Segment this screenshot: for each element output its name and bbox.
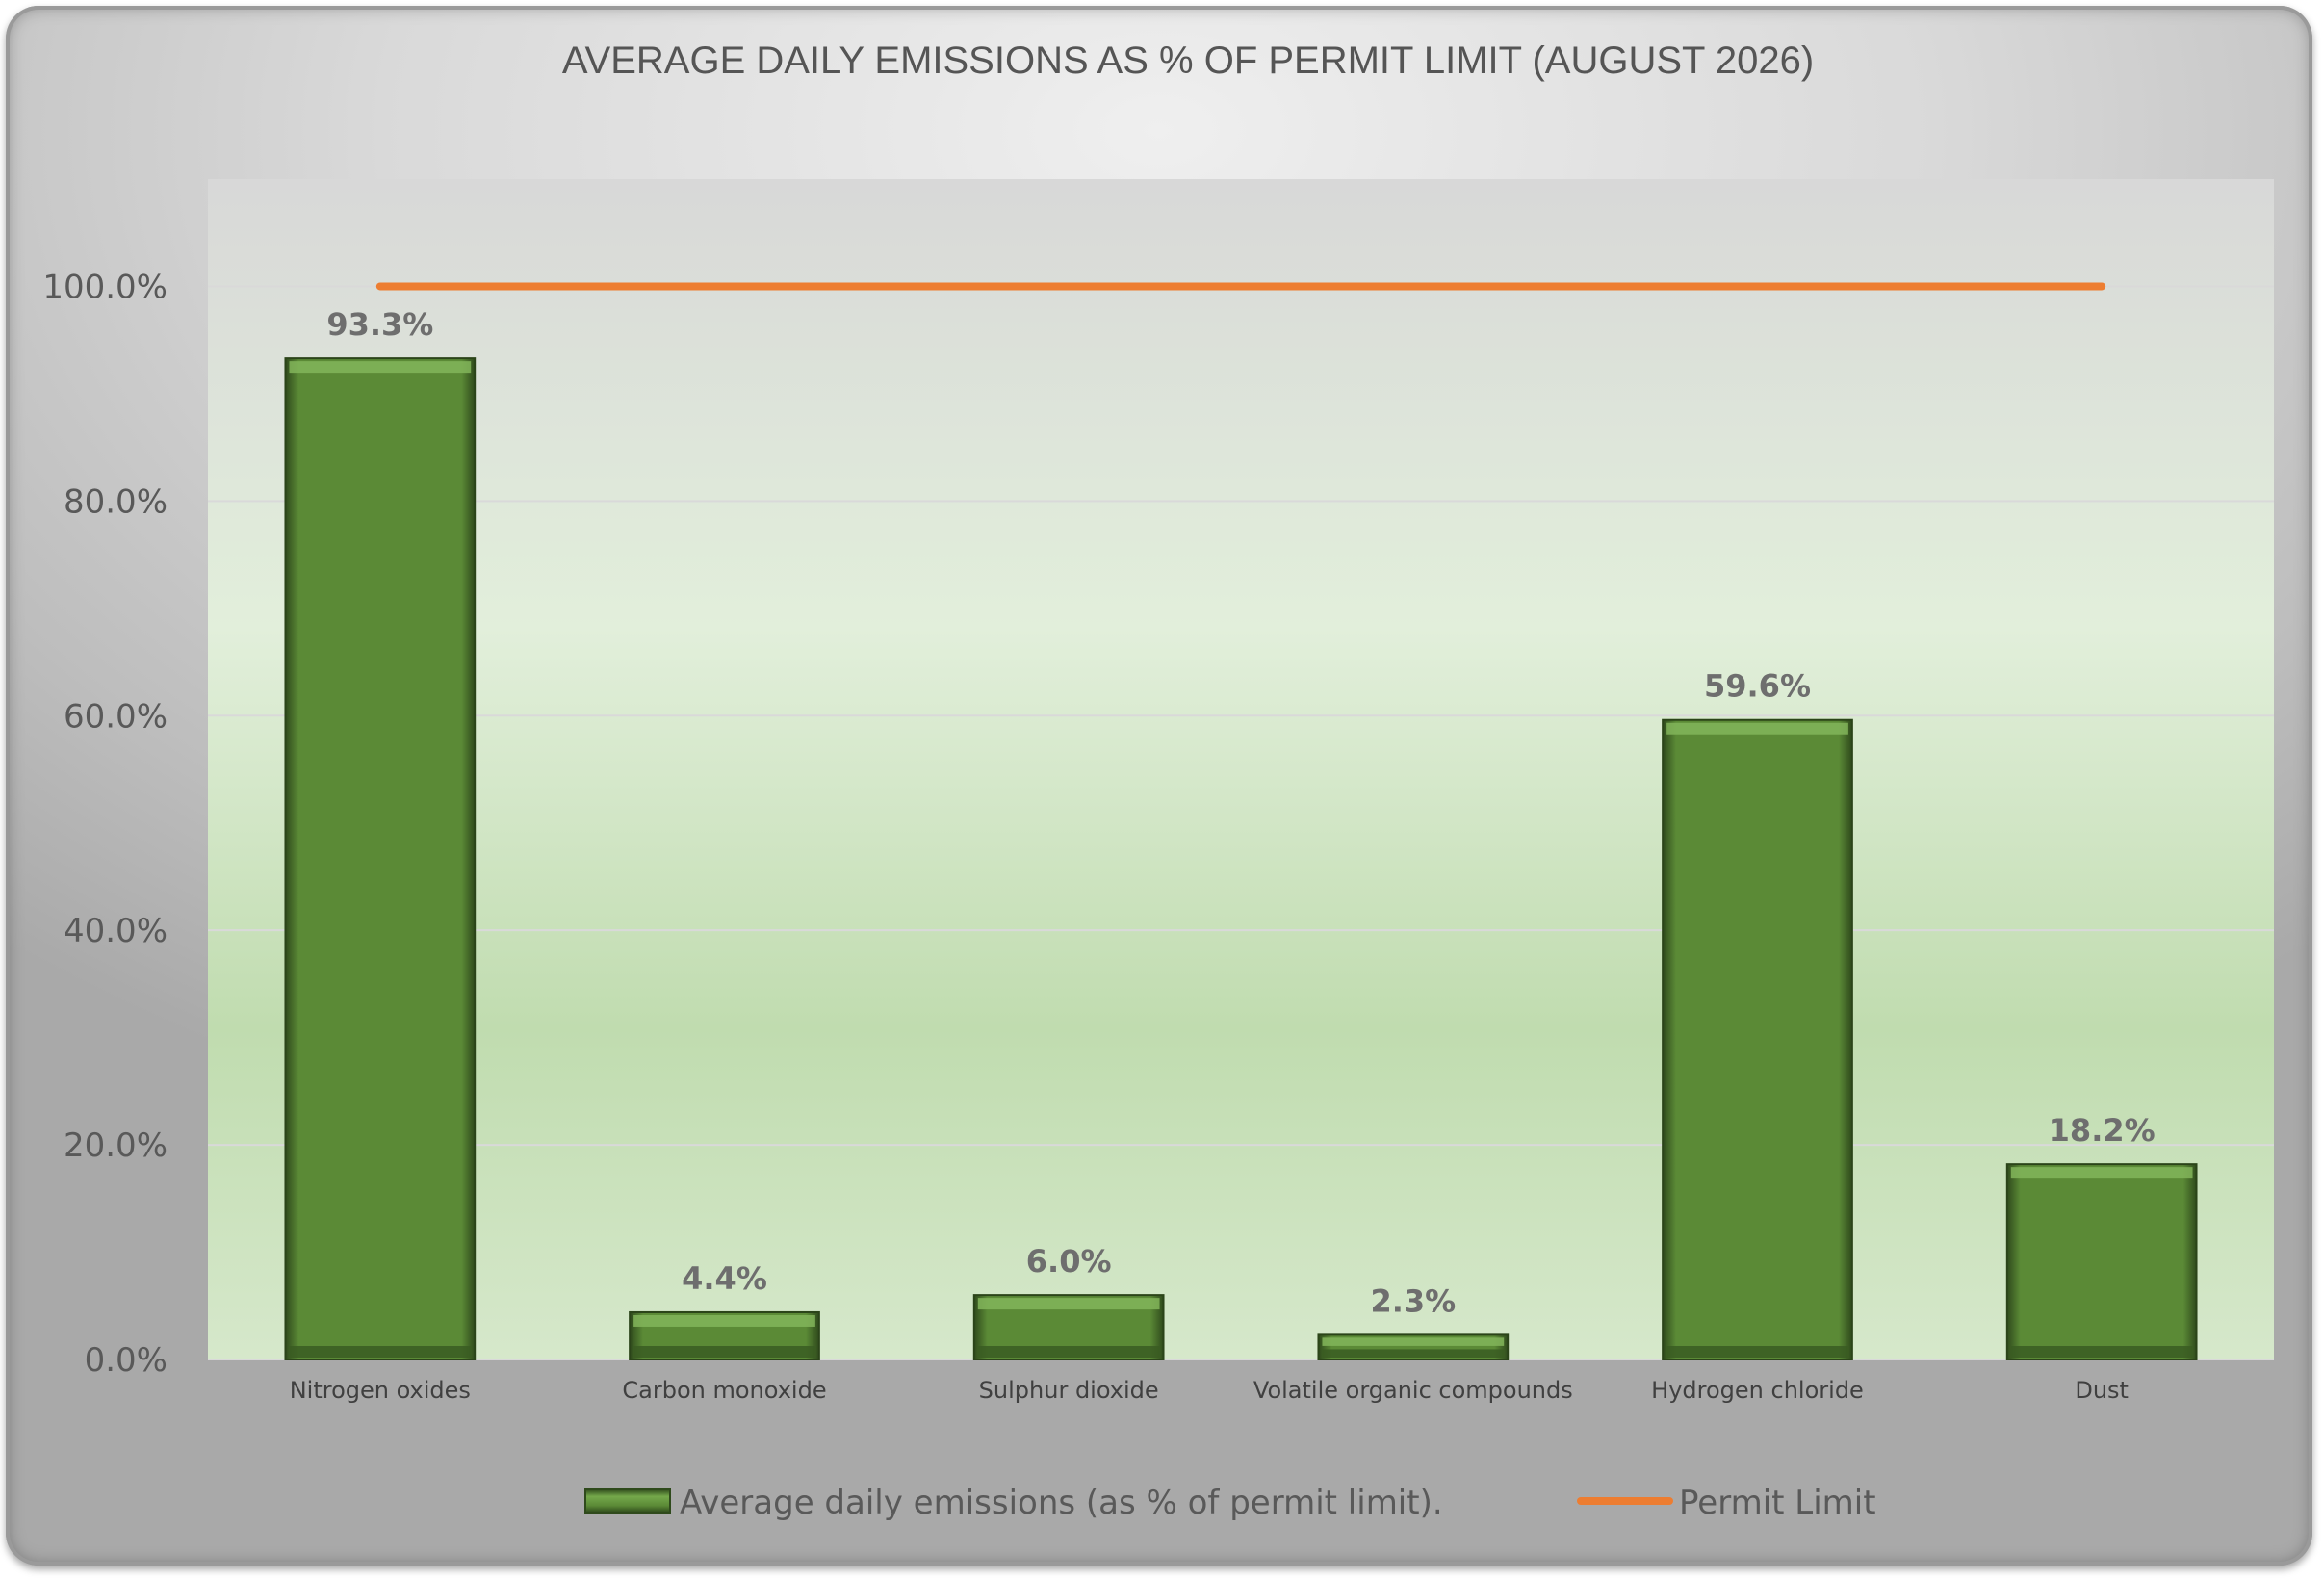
bar[interactable]: [1317, 1333, 1510, 1361]
bar[interactable]: [629, 1310, 820, 1360]
x-axis-ticks: Nitrogen oxides Carbon monoxide Sulphur di…: [290, 1377, 2129, 1404]
legend-item-line[interactable]: Permit Limit: [1577, 1484, 1876, 1522]
y-tick-label: 60.0%: [64, 697, 168, 736]
legend-line-label: Permit Limit: [1679, 1484, 1876, 1522]
chart: AVERAGE DAILY EMISSIONS AS % OF PERMIT L…: [42, 39, 2274, 1522]
bar-body: [2005, 1163, 2198, 1360]
y-tick-label: 20.0%: [64, 1126, 168, 1165]
bar-body: [1662, 718, 1853, 1360]
y-tick-label: 80.0%: [64, 482, 168, 521]
data-labels: 93.3% 4.4% 6.0% 2.3% 59.6% 18.2%: [326, 306, 2155, 1319]
legend-item-bars[interactable]: Average daily emissions (as % of permit …: [584, 1484, 1443, 1522]
bar-top-bevel: [633, 1314, 815, 1327]
bar-top-bevel: [289, 361, 472, 374]
data-label: 6.0%: [1026, 1243, 1112, 1280]
data-label: 2.3%: [1370, 1282, 1456, 1319]
chart-title: AVERAGE DAILY EMISSIONS AS % OF PERMIT L…: [562, 39, 1814, 82]
bar-top-bevel: [1666, 722, 1848, 735]
bar-top-bevel: [1322, 1337, 1505, 1346]
x-tick-label: Sulphur dioxide: [979, 1377, 1159, 1404]
data-label: 18.2%: [2049, 1112, 2156, 1149]
y-tick-label: 0.0%: [85, 1341, 168, 1380]
bar-bottom-bevel: [633, 1346, 815, 1358]
bars: [284, 357, 2198, 1361]
bar-body: [284, 357, 477, 1360]
bar-bottom-bevel: [289, 1346, 472, 1358]
x-tick-label: Hydrogen chloride: [1651, 1377, 1864, 1404]
plot-area: [208, 179, 2274, 1359]
y-tick-label: 40.0%: [64, 912, 168, 950]
bar-bottom-bevel: [1666, 1346, 1848, 1358]
x-tick-label: Dust: [2075, 1377, 2129, 1404]
x-tick-label: Volatile organic compounds: [1253, 1377, 1573, 1404]
x-tick-label: Nitrogen oxides: [290, 1377, 471, 1404]
data-label: 59.6%: [1704, 668, 1811, 705]
legend-bar-label: Average daily emissions (as % of permit …: [680, 1484, 1443, 1522]
legend: Average daily emissions (as % of permit …: [584, 1484, 1876, 1522]
x-tick-label: Carbon monoxide: [622, 1377, 826, 1404]
bar[interactable]: [972, 1294, 1165, 1361]
bar-bottom-bevel: [977, 1346, 1160, 1358]
data-label: 4.4%: [682, 1260, 767, 1297]
bar-bottom-bevel: [2010, 1346, 2193, 1358]
bar-top-bevel: [977, 1298, 1160, 1310]
bar-top-bevel: [2010, 1167, 2193, 1179]
bar[interactable]: [284, 357, 477, 1360]
bar[interactable]: [1662, 718, 1853, 1360]
bar-bottom-bevel: [1322, 1349, 1505, 1358]
legend-bar-swatch: [584, 1488, 671, 1514]
data-label: 93.3%: [326, 306, 433, 343]
y-tick-label: 100.0%: [42, 268, 168, 306]
bar[interactable]: [2005, 1163, 2198, 1360]
y-axis-ticks: 0.0% 20.0% 40.0% 60.0% 80.0% 100.0%: [42, 268, 168, 1380]
chart-frame: AVERAGE DAILY EMISSIONS AS % OF PERMIT L…: [6, 6, 2312, 1566]
